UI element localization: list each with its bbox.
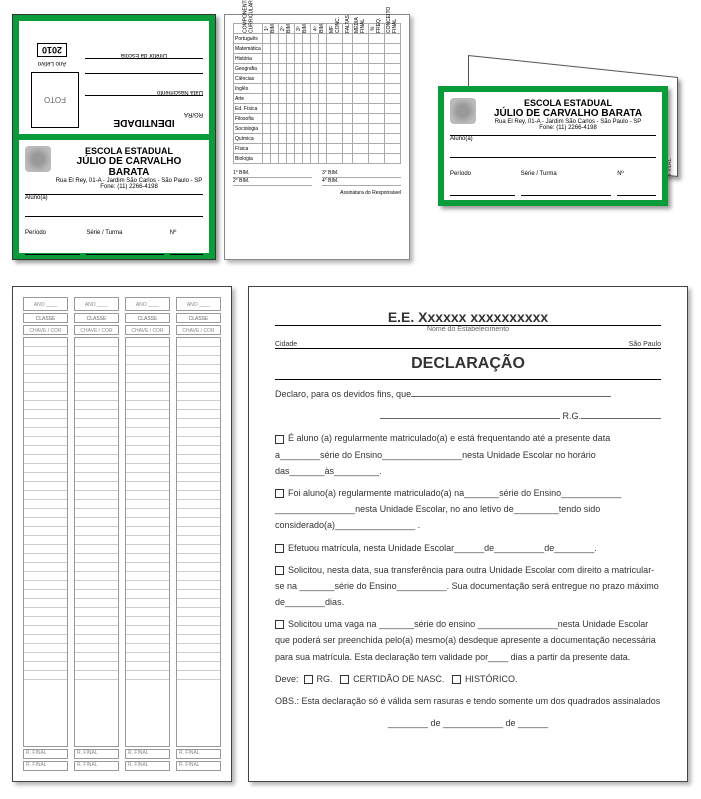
chk-opt2[interactable]: [275, 489, 284, 498]
foto-box: FOTO: [31, 72, 79, 128]
decl-opt4: Solicitou, nesta data, sua transferência…: [275, 565, 659, 607]
id-back-panel: IDENTIDADE RG/RA Data Nascimento Diretor…: [19, 21, 209, 134]
crest-icon: [450, 98, 476, 124]
list-col: ANO ____ CLASSECLASSECHAVE / CORR. FINAL…: [125, 297, 170, 771]
ano-label: Ano Letivo: [25, 60, 79, 66]
class-list-sheet: ANO ____ CLASSECLASSECHAVE / CORR. FINAL…: [12, 286, 232, 782]
decl-title: E.E. Xxxxxx xxxxxxxxxx: [275, 309, 661, 326]
student-id-card: IDENTIDADE RG/RA Data Nascimento Diretor…: [12, 14, 216, 260]
f-school1: ESCOLA ESTADUAL: [480, 98, 656, 108]
footer-bim-4: 4° BIM.: [322, 178, 401, 186]
chk-cert[interactable]: [340, 675, 349, 684]
f-aluno: Aluno(a): [450, 136, 656, 142]
decl-opt5: Solicitou uma vaga na _______série do en…: [275, 619, 656, 661]
list-col: ANO ____ CLASSECLASSECHAVE / CORR. FINAL…: [23, 297, 68, 771]
grade-table: COMPONENTE CURRICULAR1º BIM.2º BIM.3º BI…: [233, 23, 401, 164]
f-phone: Fone: (11) 2266-4198: [480, 125, 656, 131]
f-school2: JÚLIO DE CARVALHO BARATA: [480, 108, 656, 119]
school-line2: JÚLIO DE CARVALHO BARATA: [55, 156, 203, 178]
footer-bim-1: 1° BIM.: [233, 170, 312, 178]
chk-rg[interactable]: [304, 675, 313, 684]
footer-bim-2: 2° BIM.: [233, 178, 312, 186]
folded-front: ESCOLA ESTADUAL JÚLIO DE CARVALHO BARATA…: [438, 86, 668, 206]
decl-footdate: ________ de ____________ de ______: [275, 715, 661, 731]
crest-icon: [25, 146, 51, 172]
decl-opt2: Foi aluno(a) regularmente matriculado(a)…: [275, 488, 621, 530]
identidade-label: IDENTIDADE: [85, 117, 203, 128]
school-phone: Fone: (11) 2266-4198: [55, 184, 203, 190]
chk-opt4[interactable]: [275, 566, 284, 575]
decl-opt3: Efetuou matrícula, nesta Unidade Escolar…: [288, 543, 597, 553]
serie-label: Série / Turma: [86, 230, 122, 236]
nasc-label: Data Nascimento: [85, 89, 203, 95]
decl-cidade: Cidade: [275, 341, 468, 349]
list-col: ANO ____ CLASSECLASSECHAVE / CORR. FINAL…: [176, 297, 221, 771]
decl-rg: R.G.: [562, 411, 581, 421]
diretor-label: Diretor da Escola: [85, 52, 203, 58]
decl-deve: Deve:: [275, 674, 299, 684]
num-label: Nº: [170, 230, 177, 236]
year-badge: 2010: [37, 43, 67, 57]
chk-hist[interactable]: [452, 675, 461, 684]
footer-bim-3: 3° BIM.: [322, 170, 401, 178]
decl-intro: Declaro, para os devidos fins, que: [275, 389, 411, 399]
declaration-form: E.E. Xxxxxx xxxxxxxxxx Nome do Estabelec…: [248, 286, 688, 782]
chk-opt3[interactable]: [275, 544, 284, 553]
chk-opt5[interactable]: [275, 620, 284, 629]
folded-card: CONCEITO FINAL ESCOLA ESTADUAL JÚLIO DE …: [438, 66, 688, 226]
decl-obs: OBS.: Esta declaração só é válida sem ra…: [275, 693, 661, 709]
decl-heading: DECLARAÇÃO: [275, 355, 661, 373]
list-col: ANO ____ CLASSECLASSECHAVE / CORR. FINAL…: [74, 297, 119, 771]
signature-label: Assinatura do Responsável: [233, 190, 401, 196]
decl-opt1: É aluno (a) regularmente matriculado(a) …: [275, 433, 610, 475]
grade-grid-card: COMPONENTE CURRICULAR1º BIM.2º BIM.3º BI…: [224, 14, 410, 260]
periodo-label: Período: [25, 230, 46, 236]
school-line1: ESCOLA ESTADUAL: [55, 146, 203, 156]
id-front-panel: ESCOLA ESTADUAL JÚLIO DE CARVALHO BARATA…: [19, 140, 209, 253]
chk-opt1[interactable]: [275, 435, 284, 444]
decl-estado: São Paulo: [468, 341, 661, 349]
decl-sub: Nome do Estabelecimento: [275, 326, 661, 333]
aluno-label: Aluno(a): [25, 195, 203, 201]
